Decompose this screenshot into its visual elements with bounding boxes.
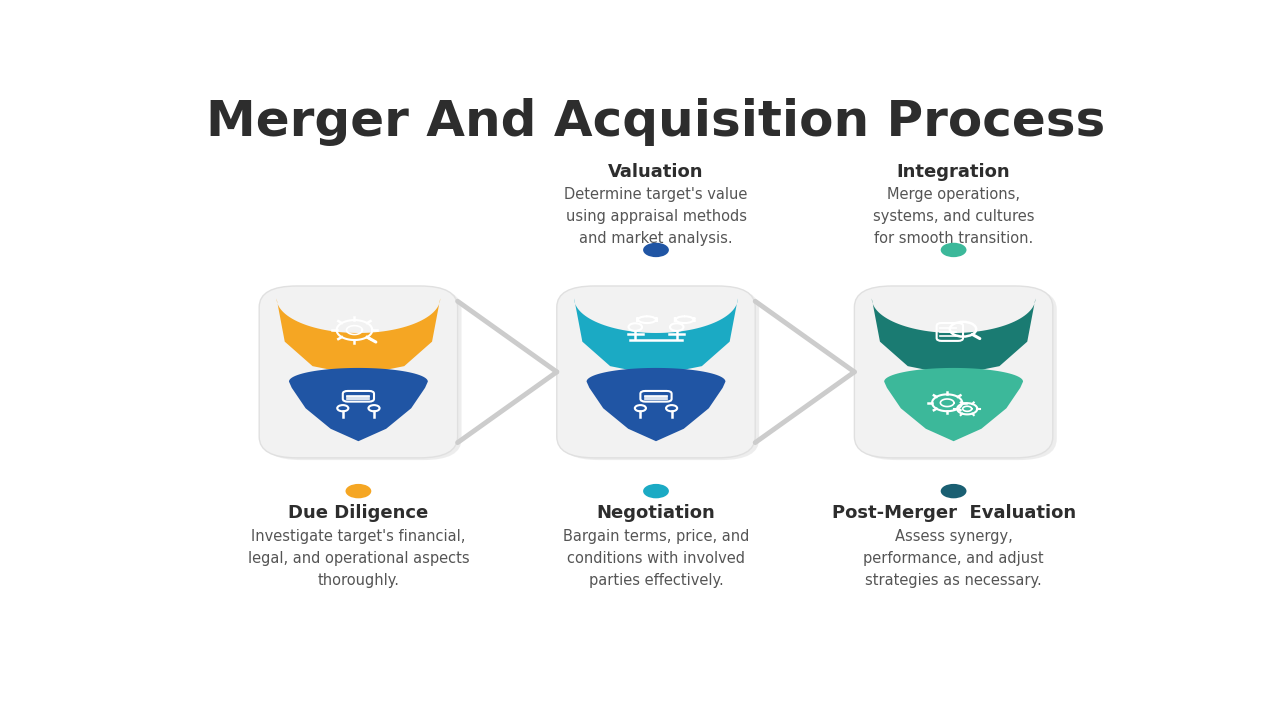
- FancyBboxPatch shape: [259, 286, 458, 458]
- Text: Merge operations,
systems, and cultures
for smooth transition.: Merge operations, systems, and cultures …: [873, 187, 1034, 246]
- Text: Due Diligence: Due Diligence: [288, 504, 429, 522]
- Text: Bargain terms, price, and
conditions with involved
parties effectively.: Bargain terms, price, and conditions wit…: [563, 529, 749, 588]
- Text: Valuation: Valuation: [608, 163, 704, 181]
- Text: Negotiation: Negotiation: [596, 504, 716, 522]
- Polygon shape: [575, 298, 737, 375]
- Polygon shape: [586, 368, 726, 441]
- FancyBboxPatch shape: [859, 288, 1057, 460]
- Polygon shape: [289, 368, 428, 441]
- Text: Assess synergy,
performance, and adjust
strategies as necessary.: Assess synergy, performance, and adjust …: [863, 529, 1044, 588]
- Text: Determine target's value
using appraisal methods
and market analysis.: Determine target's value using appraisal…: [564, 187, 748, 246]
- Circle shape: [346, 484, 371, 498]
- FancyBboxPatch shape: [557, 286, 755, 458]
- FancyBboxPatch shape: [855, 286, 1053, 458]
- Polygon shape: [276, 298, 440, 375]
- Polygon shape: [872, 298, 1036, 375]
- Circle shape: [941, 484, 966, 498]
- Circle shape: [643, 243, 669, 257]
- Text: Investigate target's financial,
legal, and operational aspects
thoroughly.: Investigate target's financial, legal, a…: [247, 529, 470, 588]
- FancyBboxPatch shape: [264, 288, 462, 460]
- Circle shape: [941, 243, 966, 257]
- Text: Merger And Acquisition Process: Merger And Acquisition Process: [206, 99, 1106, 146]
- Text: Integration: Integration: [897, 163, 1010, 181]
- Polygon shape: [884, 368, 1023, 441]
- Circle shape: [643, 484, 669, 498]
- FancyBboxPatch shape: [561, 288, 759, 460]
- Text: Post-Merger  Evaluation: Post-Merger Evaluation: [832, 504, 1075, 522]
